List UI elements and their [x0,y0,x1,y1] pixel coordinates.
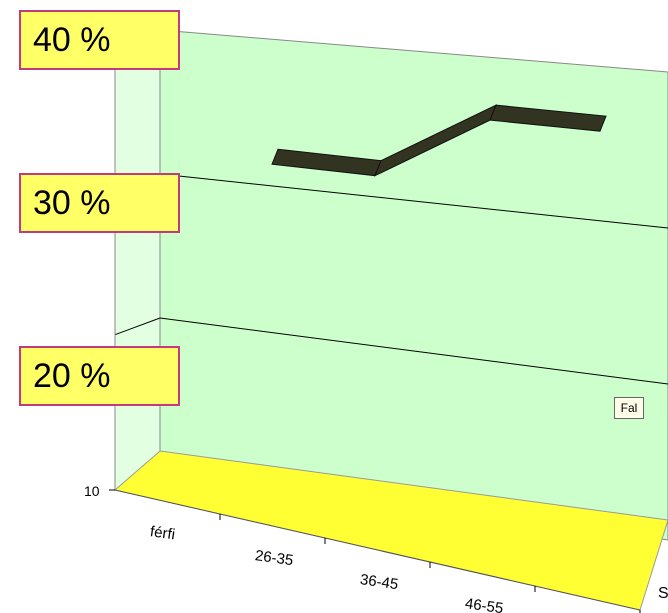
x-ticks [219,514,641,613]
gridlines [114,173,668,385]
x-tick-label: 26-35 [254,547,294,569]
x-tick-label: 36-45 [359,571,399,593]
x-axis-line [114,489,641,611]
series-segment [489,104,607,132]
annotation-40-percent: 40 % [19,10,180,70]
gridline-20 [159,317,668,385]
gridline-30 [159,173,668,229]
annotation-30-percent: 30 % [19,173,180,233]
gridline-side-20 [114,317,161,336]
annotation-20-percent: 20 % [19,346,180,406]
x-tick-label: 46-55 [464,595,504,613]
left-wall [114,23,161,491]
edge-text-partial: S [658,585,668,602]
legend-key-partial: Fal [614,397,644,419]
y-tick-label-10: 10 [84,483,100,499]
series-ribbon [271,104,607,177]
x-tick-label: férfi [149,523,176,543]
